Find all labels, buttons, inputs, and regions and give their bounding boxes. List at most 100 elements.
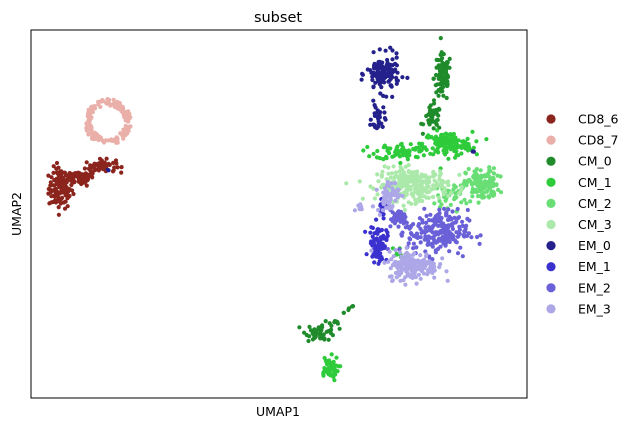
point-cm-2: [437, 198, 442, 204]
point-cm-0: [434, 122, 439, 127]
point-em-3: [398, 263, 403, 268]
point-cm-0: [444, 78, 449, 83]
point-em-0: [386, 79, 391, 84]
point-cm-0: [316, 326, 321, 331]
point-cd8-6: [66, 173, 71, 178]
point-em-0: [370, 77, 375, 83]
point-em-2: [424, 213, 429, 219]
point-em-1: [379, 243, 384, 248]
point-cm-3: [382, 164, 387, 169]
point-em-3: [386, 199, 391, 205]
point-cd8-7: [98, 104, 103, 109]
point-cm-0: [438, 36, 443, 41]
point-em-2: [450, 209, 455, 214]
point-em-2: [396, 214, 401, 219]
point-cm-2: [468, 179, 473, 184]
point-cm-0: [431, 108, 436, 113]
point-cd8-6: [65, 204, 70, 209]
point-em-1: [370, 254, 375, 259]
point-cm-0: [434, 72, 439, 78]
point-cm-0: [307, 324, 312, 329]
point-cd8-6: [71, 191, 76, 197]
point-cm-3: [422, 194, 427, 199]
point-cd8-7: [121, 111, 126, 116]
point-em-2: [428, 212, 433, 217]
point-em-3: [392, 181, 398, 186]
point-em-2: [438, 244, 443, 249]
point-cd8-7: [90, 106, 95, 112]
point-em-0: [377, 76, 382, 81]
point-cd8-7: [101, 140, 107, 145]
point-cm-3: [371, 186, 376, 191]
point-em-3: [401, 278, 406, 283]
point-cm-2: [443, 198, 448, 203]
point-cm-0: [350, 304, 356, 309]
point-em-2: [395, 210, 400, 215]
point-cd8-6: [90, 165, 96, 170]
point-cm-0: [328, 331, 333, 336]
point-cm-1: [327, 372, 332, 377]
point-em-3: [438, 262, 443, 267]
point-cd8-6: [60, 195, 65, 200]
point-em-2: [411, 246, 416, 251]
point-em-0: [390, 57, 395, 62]
point-cm-1: [387, 151, 392, 156]
point-cd8-7: [105, 97, 110, 102]
point-cm-0: [435, 117, 440, 123]
point-cd8-6: [70, 180, 76, 185]
point-em-2: [460, 223, 465, 228]
point-cm-1: [443, 149, 448, 154]
point-em-3: [400, 193, 405, 198]
point-cd8-6: [59, 172, 64, 177]
point-em-3: [410, 252, 416, 257]
point-em-2: [464, 223, 469, 228]
point-cm-3: [426, 195, 431, 200]
point-em-2: [422, 237, 427, 242]
point-cm-2: [470, 194, 475, 199]
point-em-2: [388, 224, 393, 229]
point-cd8-7: [84, 128, 89, 133]
point-cm-1: [324, 360, 329, 365]
point-cm-1: [428, 151, 433, 156]
point-cm-1: [422, 145, 428, 150]
point-em-3: [411, 257, 416, 263]
point-cm-1: [367, 154, 372, 159]
point-em-2: [423, 225, 428, 231]
point-cd8-6: [51, 170, 56, 175]
point-em-0: [370, 74, 375, 79]
point-em-1: [369, 225, 374, 230]
point-cm-3: [375, 172, 380, 177]
point-cm-0: [427, 108, 433, 113]
point-em-3: [393, 260, 398, 265]
legend-label-cm-3: CM_3: [578, 217, 612, 232]
legend-label-em-3: EM_3: [578, 301, 611, 316]
point-cd8-6: [106, 161, 111, 166]
point-cm-1: [459, 144, 464, 149]
point-cm-2: [490, 193, 496, 198]
point-em-1: [373, 243, 378, 248]
point-em-2: [405, 224, 410, 229]
point-cm-3: [389, 171, 394, 176]
point-cm-2: [464, 201, 469, 206]
point-em-0: [389, 83, 394, 88]
point-cm-3: [372, 196, 377, 201]
point-cd8-6: [61, 200, 66, 205]
point-em-0: [372, 63, 377, 68]
point-em-2: [420, 218, 425, 223]
point-em-2: [391, 217, 396, 222]
point-em-0: [393, 67, 398, 72]
point-cm-0: [438, 63, 443, 68]
point-cm-3: [407, 177, 412, 182]
point-cm-1: [338, 364, 343, 369]
point-em-0: [383, 48, 388, 53]
legend-marker-em-3: [546, 304, 556, 314]
point-cm-0: [434, 111, 440, 116]
point-cd8-7: [111, 97, 116, 102]
point-cd8-6: [62, 170, 68, 175]
point-em-1: [374, 217, 379, 222]
point-cm-3: [368, 184, 373, 189]
point-cm-2: [481, 173, 486, 179]
point-em-0: [371, 98, 376, 103]
point-cm-0: [445, 83, 450, 88]
point-cm-0: [437, 66, 442, 71]
